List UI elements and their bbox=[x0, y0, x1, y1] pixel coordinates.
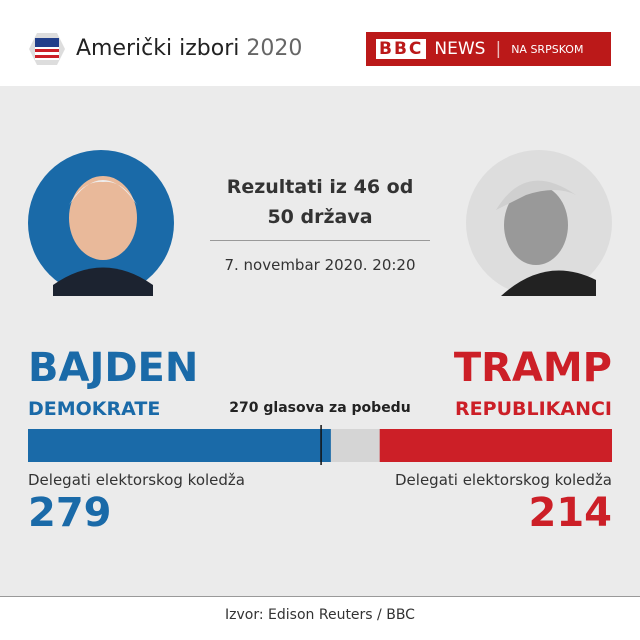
footer: Izvor: Edison Reuters / BBC bbox=[0, 596, 640, 640]
source: Izvor: Edison Reuters / BBC bbox=[225, 607, 415, 623]
candidate-photo bbox=[466, 150, 612, 296]
header: Američki izbori 2020 BBC NEWS | NA SRPSK… bbox=[0, 0, 640, 86]
brand: BBC bbox=[376, 39, 427, 59]
bbc-logo: BBC NEWS | NA SRPSKOM bbox=[366, 32, 611, 66]
party: DEMOKRATE bbox=[28, 398, 161, 420]
news: NEWS bbox=[434, 39, 486, 59]
flag-icon bbox=[29, 33, 65, 65]
chart-title: Rezultati iz 46 od 50 država bbox=[226, 176, 414, 228]
subtitle: 7. novembar 2020. 20:20 bbox=[224, 256, 416, 274]
vote-bar bbox=[28, 425, 612, 465]
series-label: Delegati elektorskog koledža bbox=[395, 471, 612, 489]
series-label: Delegati elektorskog koledža bbox=[28, 471, 245, 489]
title: Američki izbori bbox=[76, 36, 240, 61]
party: REPUBLIKANCI bbox=[455, 398, 612, 420]
threshold-label: 270 glasova za pobedu bbox=[229, 400, 411, 416]
bar bbox=[379, 429, 612, 462]
value-label: 279 bbox=[28, 490, 112, 536]
bar bbox=[28, 429, 331, 462]
candidate-name: TRAMP bbox=[453, 345, 612, 391]
candidate-photo bbox=[28, 150, 174, 296]
value-label: 214 bbox=[528, 490, 613, 536]
candidate-name: BAJDEN bbox=[28, 345, 199, 391]
region: NA SRPSKOM bbox=[511, 42, 584, 56]
year: 2020 bbox=[246, 36, 303, 61]
